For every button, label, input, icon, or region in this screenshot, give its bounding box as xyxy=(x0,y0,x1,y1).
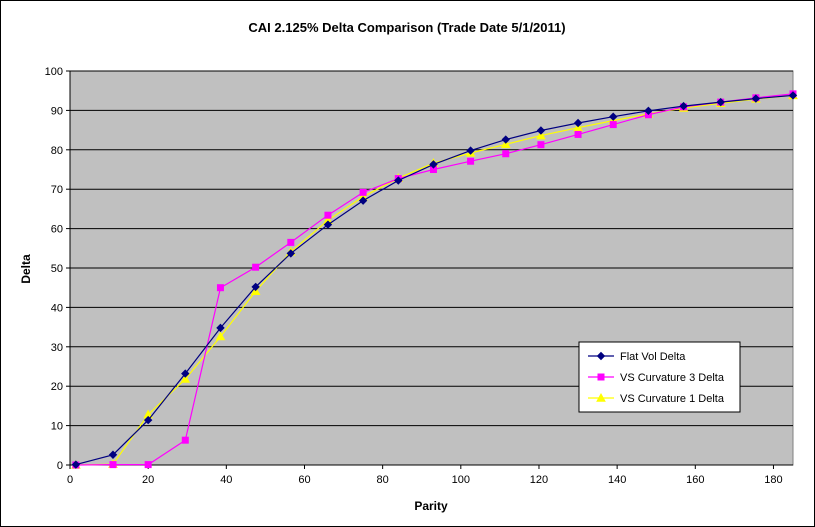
legend-label: Flat Vol Delta xyxy=(620,351,686,363)
data-point-vs-curvature-3-delta xyxy=(216,284,224,292)
data-point-flat-vol-delta xyxy=(71,460,81,469)
axes: 0 10 20 30 40 50 60 70 80 90 100 0 20 40 60 80 100 120 140… xyxy=(45,66,793,486)
y-tick-label: 30 xyxy=(51,342,63,354)
data-point-vs-curvature-3-delta xyxy=(109,461,117,469)
data-point-flat-vol-delta xyxy=(536,126,546,135)
legend-label: VS Curvature 1 Delta xyxy=(620,393,725,405)
data-point-flat-vol-delta xyxy=(323,220,333,229)
legend-swatch-marker xyxy=(597,373,605,381)
y-tick-label: 70 xyxy=(51,184,63,196)
x-axis-title: Parity xyxy=(414,499,448,513)
x-tick-label: 120 xyxy=(530,474,548,486)
data-point-vs-curvature-3-delta xyxy=(537,141,545,149)
legend-swatch-marker xyxy=(596,392,606,402)
data-point-flat-vol-delta xyxy=(788,91,798,100)
data-point-flat-vol-delta xyxy=(751,94,761,103)
data-point-vs-curvature-1-delta xyxy=(536,130,546,140)
y-tick-label: 90 xyxy=(51,105,63,117)
series-flat-vol-delta xyxy=(71,91,798,469)
x-tick-label: 40 xyxy=(220,474,232,486)
data-point-vs-curvature-3-delta xyxy=(144,461,152,469)
chart-title: CAI 2.125% Delta Comparison (Trade Date … xyxy=(248,20,565,35)
data-point-vs-curvature-1-delta xyxy=(215,331,226,341)
legend-entry-vs-curvature-3-delta: VS Curvature 3 Delta xyxy=(588,372,725,384)
x-tick-label: 180 xyxy=(764,474,782,486)
data-point-flat-vol-delta xyxy=(466,146,475,155)
x-tick-label: 100 xyxy=(452,474,470,486)
legend-entry-vs-curvature-1-delta: VS Curvature 1 Delta xyxy=(588,392,725,405)
x-tick-label: 160 xyxy=(686,474,704,486)
data-point-vs-curvature-3-delta xyxy=(324,211,332,219)
x-tick-label: 20 xyxy=(142,474,154,486)
grid-lines xyxy=(70,70,793,427)
y-tick-label: 60 xyxy=(51,224,63,236)
legend: Flat Vol Delta VS Curvature 3 Delta VS Cur… xyxy=(578,341,741,413)
x-tick-label: 140 xyxy=(608,474,626,486)
data-point-vs-curvature-3-delta xyxy=(609,121,617,129)
data-point-flat-vol-delta xyxy=(394,176,403,185)
legend-entry-flat-vol-delta: Flat Vol Delta xyxy=(588,351,686,363)
data-point-vs-curvature-1-delta xyxy=(500,139,511,148)
data-point-flat-vol-delta xyxy=(644,106,653,116)
data-point-vs-curvature-3-delta xyxy=(574,130,582,138)
legend-label: VS Curvature 3 Delta xyxy=(620,372,725,384)
data-point-flat-vol-delta xyxy=(429,160,438,169)
data-point-flat-vol-delta xyxy=(181,369,190,378)
data-point-flat-vol-delta xyxy=(501,135,510,144)
data-point-flat-vol-delta xyxy=(609,112,618,121)
y-tick-label: 40 xyxy=(51,302,63,314)
data-point-vs-curvature-3-delta xyxy=(467,157,475,165)
x-tick-label: 80 xyxy=(377,474,389,486)
series-layer xyxy=(71,90,798,469)
y-tick-label: 0 xyxy=(57,460,63,472)
y-tick-label: 100 xyxy=(45,66,63,78)
data-point-flat-vol-delta xyxy=(143,415,153,425)
data-point-vs-curvature-3-delta xyxy=(502,150,510,158)
data-point-flat-vol-delta xyxy=(716,97,725,107)
x-tick-label: 60 xyxy=(298,474,310,486)
data-point-flat-vol-delta xyxy=(251,282,260,292)
data-point-flat-vol-delta xyxy=(108,450,118,459)
data-point-flat-vol-delta xyxy=(286,249,296,258)
data-point-flat-vol-delta xyxy=(573,118,583,128)
y-tick-label: 20 xyxy=(51,381,63,393)
data-point-vs-curvature-3-delta xyxy=(181,436,189,444)
data-point-vs-curvature-3-delta xyxy=(359,188,367,196)
data-point-vs-curvature-3-delta xyxy=(287,238,295,246)
data-point-flat-vol-delta xyxy=(679,101,688,111)
y-tick-label: 10 xyxy=(51,421,63,433)
y-tick-label: 80 xyxy=(51,145,63,157)
x-tick-label: 0 xyxy=(67,474,73,486)
legend-swatch-marker xyxy=(596,351,606,361)
data-point-flat-vol-delta xyxy=(216,323,225,333)
data-point-vs-curvature-3-delta xyxy=(252,263,260,271)
y-tick-label: 50 xyxy=(51,263,63,275)
data-point-flat-vol-delta xyxy=(358,196,368,205)
data-point-vs-curvature-1-delta xyxy=(180,374,191,383)
y-axis-title: Delta xyxy=(19,254,33,284)
